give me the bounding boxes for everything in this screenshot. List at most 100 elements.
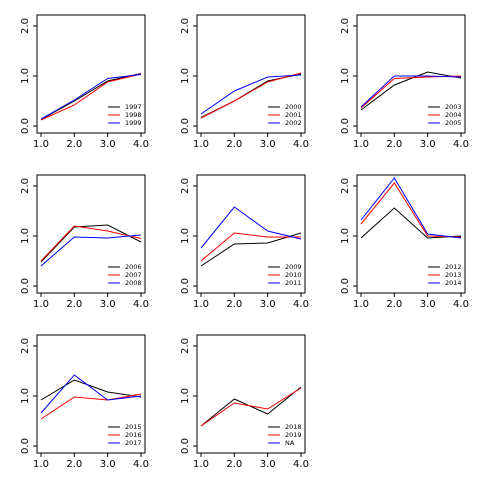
plot-frame: [356, 174, 466, 294]
x-tick-label: 1.0: [193, 459, 209, 470]
x-tick-label: 2.0: [66, 139, 82, 150]
x-tick-label: 4.0: [133, 299, 149, 310]
series-line: [40, 73, 142, 120]
legend-label: 2019: [285, 431, 302, 439]
legend-label: 1997: [125, 103, 142, 111]
x-tick-label: 4.0: [293, 139, 309, 150]
plot-frame: [36, 334, 146, 454]
series-line: [360, 177, 462, 239]
x-tick-label: 3.0: [420, 139, 436, 150]
y-tick-label: 2.0: [20, 338, 31, 354]
legend-label: 2009: [285, 263, 302, 271]
series-line: [40, 73, 142, 121]
plot-frame: [196, 174, 306, 294]
y-tick-label: 2.0: [180, 18, 191, 34]
x-tick-label: 4.0: [293, 459, 309, 470]
y-tick-label: 1.0: [180, 388, 191, 404]
y-tick-label: 1.0: [20, 228, 31, 244]
y-tick-label: 0.0: [180, 278, 191, 294]
x-tick-label: 3.0: [420, 299, 436, 310]
series-line: [40, 379, 142, 401]
x-tick-label: 4.0: [133, 459, 149, 470]
legend-label: 2008: [125, 279, 142, 287]
x-tick-label: 3.0: [100, 299, 116, 310]
series-line: [40, 234, 142, 267]
series-line: [40, 225, 142, 262]
y-tick-label: 0.0: [20, 438, 31, 454]
x-tick-label: 2.0: [226, 459, 242, 470]
series-line: [200, 74, 302, 115]
series-line: [200, 387, 302, 427]
legend-label: 1999: [125, 119, 142, 127]
y-tick-label: 1.0: [340, 68, 351, 84]
legend-label: 2007: [125, 271, 142, 279]
plot-frame: [356, 14, 466, 134]
x-tick-label: 4.0: [293, 299, 309, 310]
legend-label: 2015: [125, 423, 142, 431]
y-tick-label: 2.0: [340, 18, 351, 34]
y-tick-label: 1.0: [340, 228, 351, 244]
x-tick-label: 2.0: [66, 299, 82, 310]
y-tick-label: 0.0: [340, 118, 351, 134]
plot-frame: [36, 174, 146, 294]
legend-label: 1998: [125, 111, 142, 119]
x-tick-label: 1.0: [353, 139, 369, 150]
x-tick-label: 1.0: [193, 139, 209, 150]
x-tick-label: 1.0: [33, 459, 49, 470]
y-tick-label: 0.0: [340, 278, 351, 294]
legend-label: 2017: [125, 439, 142, 447]
legend-label: 2010: [285, 271, 302, 279]
x-tick-label: 1.0: [193, 299, 209, 310]
legend-label: 2014: [445, 279, 462, 287]
x-tick-label: 3.0: [100, 139, 116, 150]
y-tick-label: 0.0: [180, 438, 191, 454]
legend-label: 2000: [285, 103, 302, 111]
y-tick-label: 2.0: [20, 178, 31, 194]
series-line: [40, 374, 142, 414]
y-tick-label: 1.0: [20, 68, 31, 84]
legend-label: 2018: [285, 423, 302, 431]
y-tick-label: 0.0: [20, 118, 31, 134]
legend-label: 2012: [445, 263, 462, 271]
x-tick-label: 3.0: [260, 139, 276, 150]
legend-label: NA: [285, 439, 295, 447]
plot-frame: [36, 14, 146, 134]
x-tick-label: 1.0: [353, 299, 369, 310]
x-tick-label: 2.0: [386, 299, 402, 310]
x-tick-label: 2.0: [226, 139, 242, 150]
series-line: [200, 232, 301, 262]
series-line: [40, 74, 142, 120]
series-line: [200, 206, 302, 249]
legend-label: 2006: [125, 263, 142, 271]
x-tick-label: 2.0: [386, 139, 402, 150]
x-tick-label: 2.0: [66, 459, 82, 470]
legend-label: 2013: [445, 271, 462, 279]
series-line: [360, 182, 462, 238]
y-tick-label: 1.0: [20, 388, 31, 404]
y-tick-label: 1.0: [180, 68, 191, 84]
x-tick-label: 3.0: [100, 459, 116, 470]
legend-label: 2011: [285, 279, 302, 287]
legend-label: 2002: [285, 119, 302, 127]
y-tick-label: 1.0: [180, 228, 191, 244]
x-tick-label: 1.0: [33, 299, 49, 310]
x-tick-label: 3.0: [260, 459, 276, 470]
plot-frame: [196, 14, 306, 134]
legend-label: 2005: [445, 119, 462, 127]
x-tick-label: 2.0: [226, 299, 242, 310]
y-tick-label: 2.0: [180, 178, 191, 194]
legend-label: 2016: [125, 431, 142, 439]
legend-label: 2004: [445, 111, 462, 119]
plot-frame: [196, 334, 306, 454]
series-line: [40, 393, 142, 420]
x-tick-label: 4.0: [453, 299, 469, 310]
x-tick-label: 3.0: [260, 299, 276, 310]
series-line: [360, 207, 462, 239]
y-tick-label: 2.0: [340, 178, 351, 194]
legend-label: 2001: [285, 111, 302, 119]
x-tick-label: 4.0: [453, 139, 469, 150]
y-tick-label: 2.0: [180, 338, 191, 354]
x-tick-label: 4.0: [133, 139, 149, 150]
series-line: [200, 232, 302, 267]
